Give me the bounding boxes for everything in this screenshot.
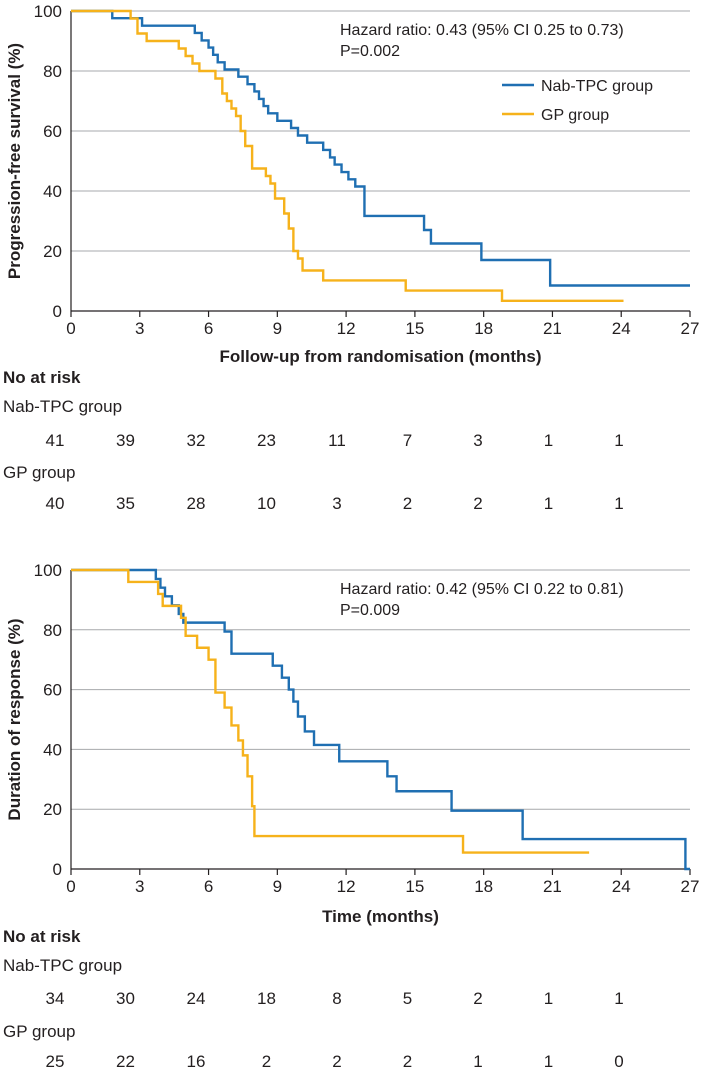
legend-label-nab-tpc: Nab-TPC group	[541, 78, 653, 95]
pfs-risk-count: 10	[257, 494, 276, 513]
pfs-risk-count: 11	[328, 431, 346, 450]
pfs-x-tick-label: 6	[204, 319, 213, 338]
pfs-y-tick-label: 20	[43, 242, 62, 261]
dor-risk-count: 30	[116, 989, 135, 1008]
pfs-y-tick-label: 40	[43, 182, 62, 201]
dor-y-tick-label: 60	[43, 681, 62, 700]
pfs-y-tick-label: 100	[34, 2, 62, 21]
dor-risk-count: 1	[614, 989, 623, 1008]
pfs-risk-count: 1	[544, 494, 553, 513]
dor-risk-table-title: No at risk	[3, 927, 81, 946]
dor-risk-count: 22	[116, 1052, 135, 1071]
dor-x-axis-title: Time (months)	[322, 907, 439, 926]
dor-y-tick-label: 20	[43, 800, 62, 819]
dor-x-tick-label: 6	[204, 877, 213, 896]
dor-p-value: P=0.009	[340, 602, 400, 619]
pfs-risk-count: 1	[614, 494, 623, 513]
dor-y-tick-label: 0	[53, 860, 62, 879]
dor-y-axis-title: Duration of response (%)	[5, 618, 24, 820]
pfs-risk-count: 41	[46, 431, 65, 450]
pfs-nab-tpc-curve	[71, 9, 690, 287]
pfs-risk-count: 1	[544, 431, 553, 450]
dor-risk-count: 24	[187, 989, 206, 1008]
dor-risk-row-label: Nab-TPC group	[3, 956, 122, 975]
dor-risk-count: 2	[473, 989, 482, 1008]
dor-x-tick-label: 27	[681, 877, 700, 896]
dor-x-tick-label: 15	[405, 877, 424, 896]
dor-x-tick-label: 3	[135, 877, 144, 896]
pfs-x-tick-label: 0	[66, 319, 75, 338]
dor-risk-count: 18	[257, 989, 276, 1008]
dor-risk-count: 2	[262, 1052, 271, 1071]
pfs-x-tick-label: 12	[337, 319, 356, 338]
dor-risk-count: 1	[544, 1052, 553, 1071]
pfs-risk-count: 35	[116, 494, 135, 513]
pfs-y-axis-title: Progression-free survival (%)	[5, 43, 24, 279]
dor-y-tick-label: 100	[34, 561, 62, 580]
dor-hazard-ratio: Hazard ratio: 0.42 (95% CI 0.22 to 0.81)	[340, 581, 624, 598]
dor-y-tick-label: 40	[43, 740, 62, 759]
pfs-x-axis-title: Follow-up from randomisation (months)	[219, 347, 541, 366]
pfs-y-tick-label: 80	[43, 62, 62, 81]
dor-y-tick-label: 80	[43, 621, 62, 640]
dor-x-tick-label: 24	[612, 877, 631, 896]
dor-risk-count: 2	[403, 1052, 412, 1071]
dor-risk-count: 34	[46, 989, 65, 1008]
dor-risk-count: 2	[332, 1052, 341, 1071]
pfs-x-tick-label: 9	[273, 319, 282, 338]
pfs-hazard-ratio: Hazard ratio: 0.43 (95% CI 0.25 to 0.73)	[340, 22, 624, 39]
pfs-x-tick-label: 15	[405, 319, 424, 338]
dor-x-tick-label: 9	[273, 877, 282, 896]
pfs-y-tick-label: 60	[43, 122, 62, 141]
pfs-risk-count: 7	[403, 431, 412, 450]
pfs-y-tick-label: 0	[53, 302, 62, 321]
pfs-risk-count: 3	[473, 431, 482, 450]
pfs-risk-count: 2	[403, 494, 412, 513]
pfs-x-tick-label: 3	[135, 319, 144, 338]
dor-x-tick-label: 12	[337, 877, 356, 896]
pfs-x-tick-label: 24	[612, 319, 631, 338]
pfs-x-tick-label: 21	[543, 319, 562, 338]
dor-x-tick-label: 21	[543, 877, 562, 896]
dor-risk-count: 1	[544, 989, 553, 1008]
pfs-risk-count: 39	[116, 431, 135, 450]
pfs-risk-table-title: No at risk	[3, 368, 81, 387]
pfs-risk-count: 1	[614, 431, 623, 450]
dor-risk-count: 16	[187, 1052, 206, 1071]
pfs-x-tick-label: 18	[474, 319, 493, 338]
dor-risk-row-label: GP group	[3, 1022, 75, 1041]
dor-risk-count: 8	[332, 989, 341, 1008]
pfs-p-value: P=0.002	[340, 43, 400, 60]
legend-label-gp: GP group	[541, 107, 609, 124]
pfs-risk-count: 40	[46, 494, 65, 513]
pfs-x-tick-label: 27	[681, 319, 700, 338]
pfs-risk-row-label: GP group	[3, 463, 75, 482]
dor-x-tick-label: 0	[66, 877, 75, 896]
dor-risk-count: 25	[46, 1052, 65, 1071]
dor-x-tick-label: 18	[474, 877, 493, 896]
pfs-gp-curve	[71, 9, 624, 302]
dor-risk-count: 0	[614, 1052, 623, 1071]
dor-risk-count: 5	[403, 989, 412, 1008]
pfs-risk-count: 28	[187, 494, 206, 513]
pfs-risk-count: 32	[187, 431, 206, 450]
pfs-risk-count: 23	[257, 431, 276, 450]
dor-risk-count: 1	[473, 1052, 482, 1071]
pfs-risk-row-label: Nab-TPC group	[3, 397, 122, 416]
pfs-risk-count: 2	[473, 494, 482, 513]
pfs-risk-count: 3	[332, 494, 341, 513]
dor-gp-curve	[71, 568, 590, 854]
